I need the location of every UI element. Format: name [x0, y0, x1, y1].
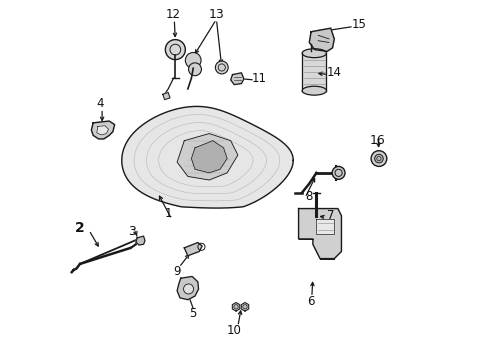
Ellipse shape — [302, 49, 326, 58]
Text: 8: 8 — [306, 190, 313, 203]
Circle shape — [332, 166, 345, 179]
Polygon shape — [177, 134, 238, 180]
Polygon shape — [317, 219, 334, 234]
Text: 12: 12 — [166, 9, 181, 22]
Text: 4: 4 — [97, 97, 104, 110]
Text: 3: 3 — [128, 225, 136, 238]
Circle shape — [189, 63, 201, 76]
Circle shape — [371, 151, 387, 166]
Polygon shape — [136, 236, 145, 245]
Circle shape — [215, 61, 228, 74]
Text: 10: 10 — [227, 324, 242, 337]
Circle shape — [184, 284, 194, 294]
Text: 6: 6 — [307, 295, 315, 308]
Polygon shape — [309, 28, 334, 51]
Polygon shape — [298, 208, 342, 258]
Text: 16: 16 — [369, 134, 385, 147]
Ellipse shape — [302, 86, 326, 95]
Polygon shape — [232, 302, 240, 311]
Text: 15: 15 — [352, 18, 367, 31]
Text: 13: 13 — [209, 9, 224, 22]
Polygon shape — [177, 276, 198, 300]
Polygon shape — [302, 53, 326, 91]
Polygon shape — [184, 243, 202, 256]
Polygon shape — [192, 141, 227, 173]
Text: 9: 9 — [173, 265, 181, 278]
Polygon shape — [231, 73, 244, 85]
Text: 7: 7 — [327, 209, 335, 222]
Circle shape — [185, 53, 201, 68]
Circle shape — [165, 40, 185, 60]
Circle shape — [375, 154, 383, 163]
Text: 14: 14 — [327, 66, 342, 79]
Polygon shape — [122, 107, 293, 208]
Text: 2: 2 — [75, 221, 85, 235]
Polygon shape — [97, 126, 109, 135]
Polygon shape — [92, 121, 115, 139]
Text: 11: 11 — [252, 72, 267, 85]
Polygon shape — [163, 93, 170, 100]
Text: 1: 1 — [165, 207, 172, 220]
Polygon shape — [241, 302, 249, 311]
Text: 5: 5 — [190, 307, 197, 320]
